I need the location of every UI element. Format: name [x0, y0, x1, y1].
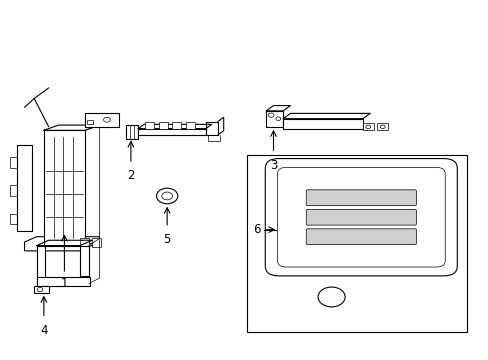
Bar	[34, 285, 49, 293]
Bar	[92, 238, 101, 247]
Text: 4: 4	[40, 324, 47, 337]
Bar	[87, 120, 93, 124]
Bar	[185, 122, 194, 129]
FancyBboxPatch shape	[305, 209, 415, 225]
Bar	[80, 238, 89, 247]
Bar	[44, 130, 85, 246]
Text: 2: 2	[127, 169, 134, 183]
Circle shape	[37, 287, 43, 292]
Bar	[85, 113, 119, 127]
Bar	[80, 246, 89, 276]
Circle shape	[380, 125, 385, 129]
Text: 1: 1	[61, 278, 68, 291]
Circle shape	[365, 125, 370, 129]
FancyBboxPatch shape	[305, 190, 415, 206]
Text: 5: 5	[163, 233, 170, 246]
Circle shape	[267, 113, 273, 117]
Bar	[159, 122, 167, 129]
FancyBboxPatch shape	[305, 229, 415, 244]
Bar	[246, 155, 466, 332]
Bar	[377, 123, 387, 130]
Bar	[138, 129, 205, 135]
Circle shape	[162, 192, 172, 200]
Polygon shape	[24, 237, 99, 251]
Bar	[172, 122, 181, 129]
Circle shape	[317, 287, 345, 307]
Bar	[362, 123, 373, 130]
Circle shape	[275, 117, 280, 121]
Bar	[126, 125, 138, 139]
Bar	[37, 278, 90, 286]
Bar	[37, 246, 45, 286]
Bar	[283, 119, 362, 129]
Text: 3: 3	[269, 159, 277, 172]
Bar	[265, 111, 283, 127]
FancyBboxPatch shape	[264, 158, 456, 276]
Bar	[145, 122, 154, 129]
FancyBboxPatch shape	[277, 167, 445, 267]
Text: 6: 6	[252, 223, 260, 236]
Circle shape	[103, 117, 110, 122]
Circle shape	[156, 188, 178, 204]
